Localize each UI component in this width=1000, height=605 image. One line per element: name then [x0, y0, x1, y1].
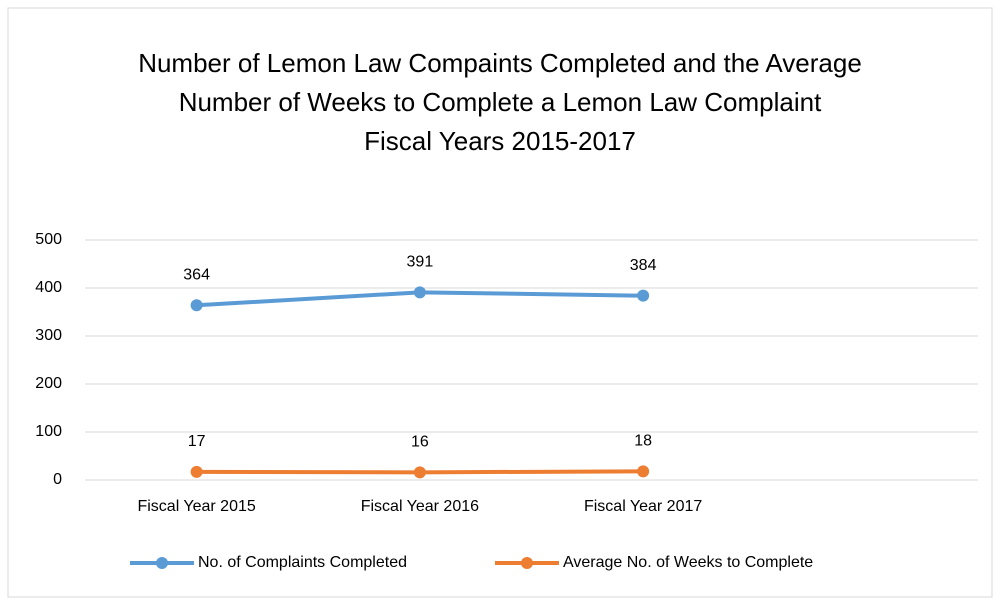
legend-label: No. of Complaints Completed [198, 554, 407, 571]
x-tick-label: Fiscal Year 2016 [361, 498, 479, 515]
point-marker [190, 465, 203, 478]
point-marker [637, 465, 650, 478]
data-label: 16 [411, 434, 429, 451]
data-label: 364 [183, 266, 210, 283]
legend-marker [156, 557, 168, 569]
chart-border [7, 7, 993, 598]
y-tick-label: 200 [35, 375, 62, 392]
y-tick-label: 0 [53, 471, 62, 488]
data-label: 18 [634, 433, 652, 450]
legend-label: Average No. of Weeks to Complete [563, 554, 813, 571]
data-label: 384 [630, 257, 657, 274]
y-tick-label: 400 [35, 279, 62, 296]
point-marker [637, 289, 650, 302]
legend-marker [521, 557, 533, 569]
y-tick-label: 100 [35, 423, 62, 440]
chart-title: Number of Lemon Law Compaints Completed … [138, 48, 862, 117]
x-tick-label: Fiscal Year 2015 [137, 498, 255, 515]
y-tick-label: 300 [35, 327, 62, 344]
data-label: 17 [188, 433, 206, 450]
point-marker [413, 466, 426, 479]
point-marker [190, 299, 203, 312]
data-label: 391 [407, 254, 434, 271]
chart-subtitle: Fiscal Years 2015-2017 [364, 126, 636, 156]
y-tick-label: 500 [35, 231, 62, 248]
point-marker [413, 286, 426, 299]
x-tick-label: Fiscal Year 2017 [584, 498, 702, 515]
